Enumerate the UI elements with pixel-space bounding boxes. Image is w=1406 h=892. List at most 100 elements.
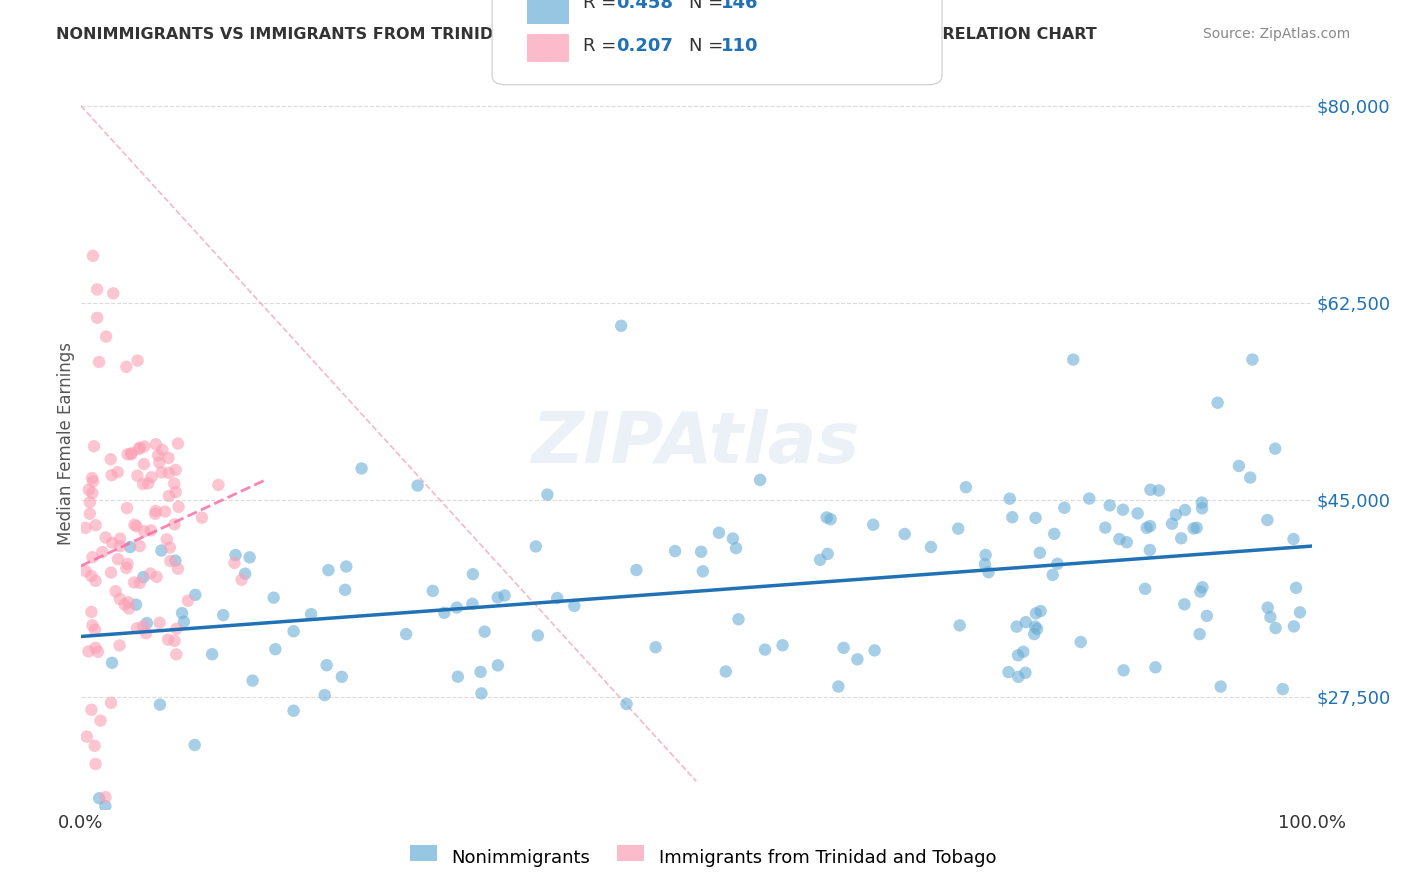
Point [231,573,253,587]
Point [1188,627,1211,641]
Text: N =: N = [689,0,728,12]
Point [84,640,107,655]
Point [132,457,155,471]
Point [820,512,842,526]
Point [115,561,138,575]
Point [1170,531,1192,545]
Point [120,540,142,554]
Point [1012,645,1035,659]
Point [165,648,187,662]
Point [239,550,262,565]
Point [863,643,886,657]
Point [159,554,181,568]
Point [167,500,190,514]
Point [1189,584,1212,599]
Point [486,591,509,605]
Point [350,461,373,475]
Point [76,730,98,744]
Point [1112,664,1135,678]
Point [87,645,110,659]
Point [1227,458,1250,473]
Point [80,703,103,717]
Point [395,627,418,641]
Point [1112,502,1135,516]
Point [283,624,305,639]
Point [1174,503,1197,517]
Point [754,642,776,657]
Point [546,591,568,605]
Point [1139,543,1161,558]
Point [664,544,686,558]
Point [524,540,547,554]
Point [1029,604,1052,618]
Point [150,442,173,457]
Point [977,566,1000,580]
Point [145,504,167,518]
Point [163,633,186,648]
Point [82,550,104,565]
Point [690,545,713,559]
Point [148,456,170,470]
Point [1094,520,1116,534]
Point [157,489,180,503]
Point [1053,500,1076,515]
Point [1115,535,1137,549]
Text: R =: R = [583,0,623,12]
Point [1136,521,1159,535]
Point [1264,621,1286,635]
Point [91,545,114,559]
Point [127,353,149,368]
Point [1264,442,1286,456]
Point [128,442,150,456]
Point [157,450,180,465]
Text: NONIMMIGRANTS VS IMMIGRANTS FROM TRINIDAD AND TOBAGO MEDIAN FEMALE EARNINGS CORR: NONIMMIGRANTS VS IMMIGRANTS FROM TRINIDA… [56,27,1097,42]
Point [165,463,187,477]
Point [997,665,1019,680]
Point [115,501,138,516]
Point [1144,660,1167,674]
Point [749,473,772,487]
Point [721,532,744,546]
Point [1289,606,1312,620]
Point [89,791,111,805]
Point [474,624,496,639]
Point [707,525,730,540]
Point [145,437,167,451]
Point [955,480,977,494]
Point [1185,521,1208,535]
Point [163,476,186,491]
Point [494,589,516,603]
Point [1024,619,1046,633]
Point [128,576,150,591]
Point [139,566,162,581]
Point [167,562,190,576]
Point [153,504,176,518]
Point [104,584,127,599]
Point [139,524,162,538]
Point [920,540,942,554]
Point [1271,682,1294,697]
Point [143,507,166,521]
Point [117,447,139,461]
Point [1195,608,1218,623]
Point [132,570,155,584]
Point [83,739,105,753]
Point [212,608,235,623]
Point [84,518,107,533]
Point [149,698,172,712]
Point [94,531,117,545]
Point [1042,567,1064,582]
Point [132,619,155,633]
Point [107,465,129,479]
Point [562,599,585,613]
Point [862,517,884,532]
Point [832,640,855,655]
Point [422,583,444,598]
Point [1206,395,1229,409]
Point [100,696,122,710]
Point [1164,508,1187,522]
Point [1133,582,1156,596]
Point [83,439,105,453]
Point [1029,546,1052,560]
Point [150,543,173,558]
